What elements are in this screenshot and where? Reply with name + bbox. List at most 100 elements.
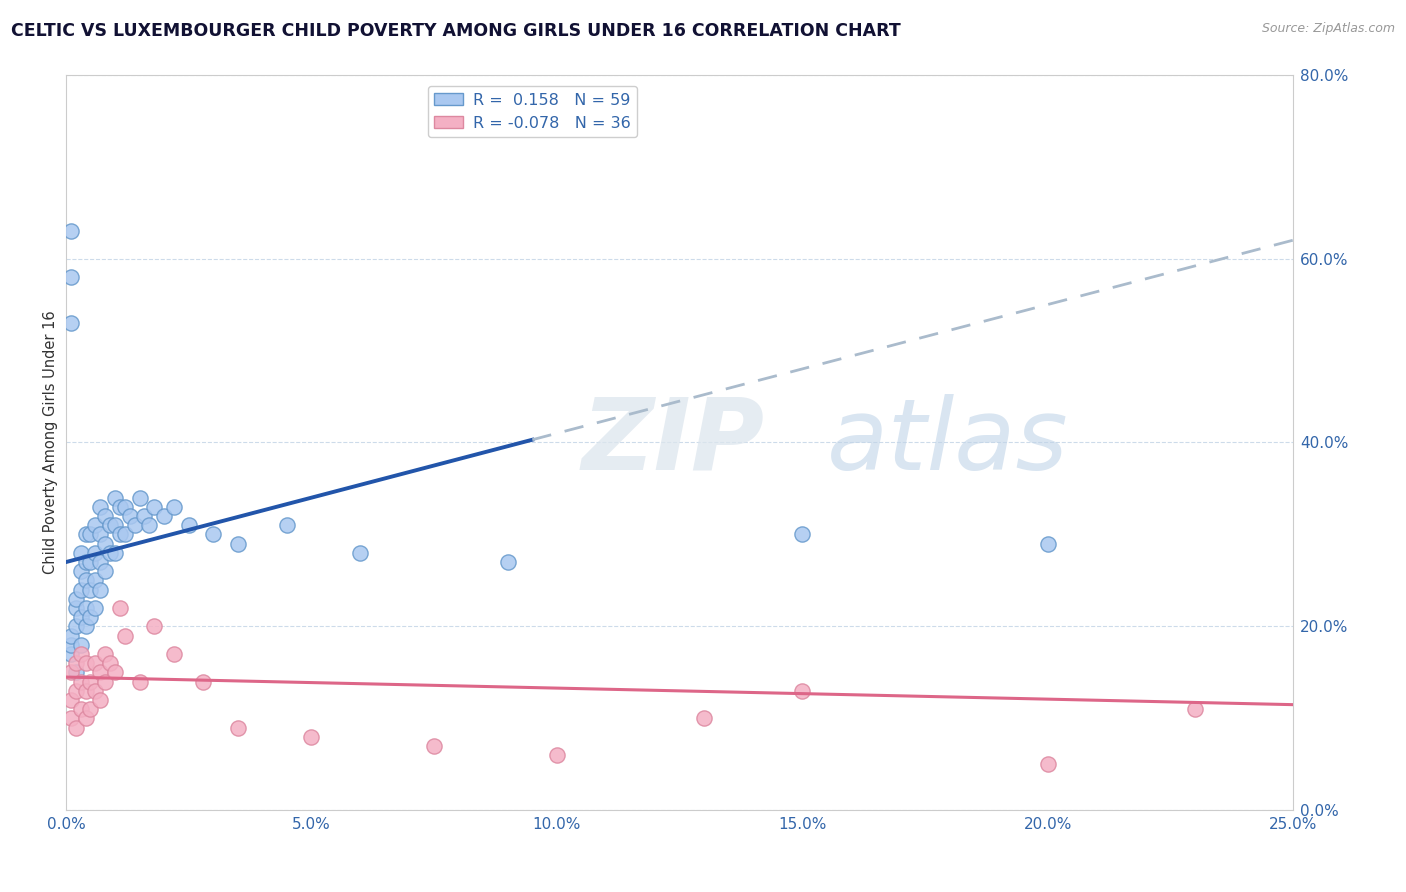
Point	[69, 610, 91, 624]
Point	[193, 674, 215, 689]
Point	[202, 527, 225, 541]
Point	[423, 739, 446, 753]
Point	[79, 702, 101, 716]
Point	[94, 537, 117, 551]
Point	[153, 509, 176, 524]
Point	[1036, 537, 1059, 551]
Point	[75, 711, 97, 725]
Point	[496, 555, 519, 569]
Point	[114, 527, 136, 541]
Point	[299, 730, 322, 744]
Point	[65, 684, 87, 698]
Point	[65, 721, 87, 735]
Point	[75, 619, 97, 633]
Point	[59, 638, 82, 652]
Point	[94, 647, 117, 661]
Legend: R =  0.158   N = 59, R = -0.078   N = 36: R = 0.158 N = 59, R = -0.078 N = 36	[427, 87, 637, 137]
Point	[128, 674, 150, 689]
Text: Source: ZipAtlas.com: Source: ZipAtlas.com	[1261, 22, 1395, 36]
Point	[79, 555, 101, 569]
Point	[104, 491, 127, 505]
Point	[59, 693, 82, 707]
Point	[108, 527, 131, 541]
Point	[792, 527, 814, 541]
Point	[98, 518, 121, 533]
Point	[89, 665, 111, 680]
Point	[65, 657, 87, 671]
Text: ZIP: ZIP	[582, 394, 765, 491]
Point	[69, 582, 91, 597]
Point	[1184, 702, 1206, 716]
Point	[128, 491, 150, 505]
Point	[226, 721, 249, 735]
Point	[75, 684, 97, 698]
Point	[75, 601, 97, 615]
Point	[138, 518, 160, 533]
Point	[65, 619, 87, 633]
Point	[163, 647, 186, 661]
Point	[118, 509, 141, 524]
Point	[84, 657, 107, 671]
Point	[59, 647, 82, 661]
Point	[98, 657, 121, 671]
Point	[177, 518, 200, 533]
Point	[84, 684, 107, 698]
Point	[143, 500, 166, 514]
Point	[1036, 757, 1059, 772]
Point	[114, 629, 136, 643]
Point	[59, 665, 82, 680]
Point	[59, 224, 82, 238]
Point	[75, 555, 97, 569]
Point	[792, 684, 814, 698]
Point	[84, 546, 107, 560]
Point	[94, 564, 117, 578]
Point	[59, 269, 82, 284]
Point	[349, 546, 371, 560]
Point	[104, 518, 127, 533]
Point	[59, 629, 82, 643]
Point	[59, 316, 82, 330]
Point	[108, 601, 131, 615]
Point	[108, 500, 131, 514]
Point	[693, 711, 716, 725]
Point	[94, 509, 117, 524]
Point	[79, 610, 101, 624]
Point	[75, 657, 97, 671]
Point	[69, 647, 91, 661]
Point	[84, 601, 107, 615]
Point	[104, 546, 127, 560]
Point	[98, 546, 121, 560]
Text: CELTIC VS LUXEMBOURGER CHILD POVERTY AMONG GIRLS UNDER 16 CORRELATION CHART: CELTIC VS LUXEMBOURGER CHILD POVERTY AMO…	[11, 22, 901, 40]
Point	[143, 619, 166, 633]
Point	[79, 582, 101, 597]
Point	[89, 555, 111, 569]
Point	[226, 537, 249, 551]
Point	[69, 564, 91, 578]
Point	[89, 527, 111, 541]
Point	[89, 500, 111, 514]
Point	[59, 711, 82, 725]
Point	[75, 574, 97, 588]
Point	[69, 638, 91, 652]
Point	[65, 591, 87, 606]
Point	[65, 665, 87, 680]
Point	[89, 693, 111, 707]
Point	[84, 574, 107, 588]
Point	[124, 518, 146, 533]
Point	[79, 527, 101, 541]
Point	[114, 500, 136, 514]
Point	[546, 748, 568, 763]
Point	[79, 674, 101, 689]
Text: atlas: atlas	[827, 394, 1069, 491]
Y-axis label: Child Poverty Among Girls Under 16: Child Poverty Among Girls Under 16	[44, 310, 58, 574]
Point	[84, 518, 107, 533]
Point	[69, 674, 91, 689]
Point	[134, 509, 156, 524]
Point	[276, 518, 298, 533]
Point	[69, 546, 91, 560]
Point	[89, 582, 111, 597]
Point	[75, 527, 97, 541]
Point	[69, 702, 91, 716]
Point	[163, 500, 186, 514]
Point	[104, 665, 127, 680]
